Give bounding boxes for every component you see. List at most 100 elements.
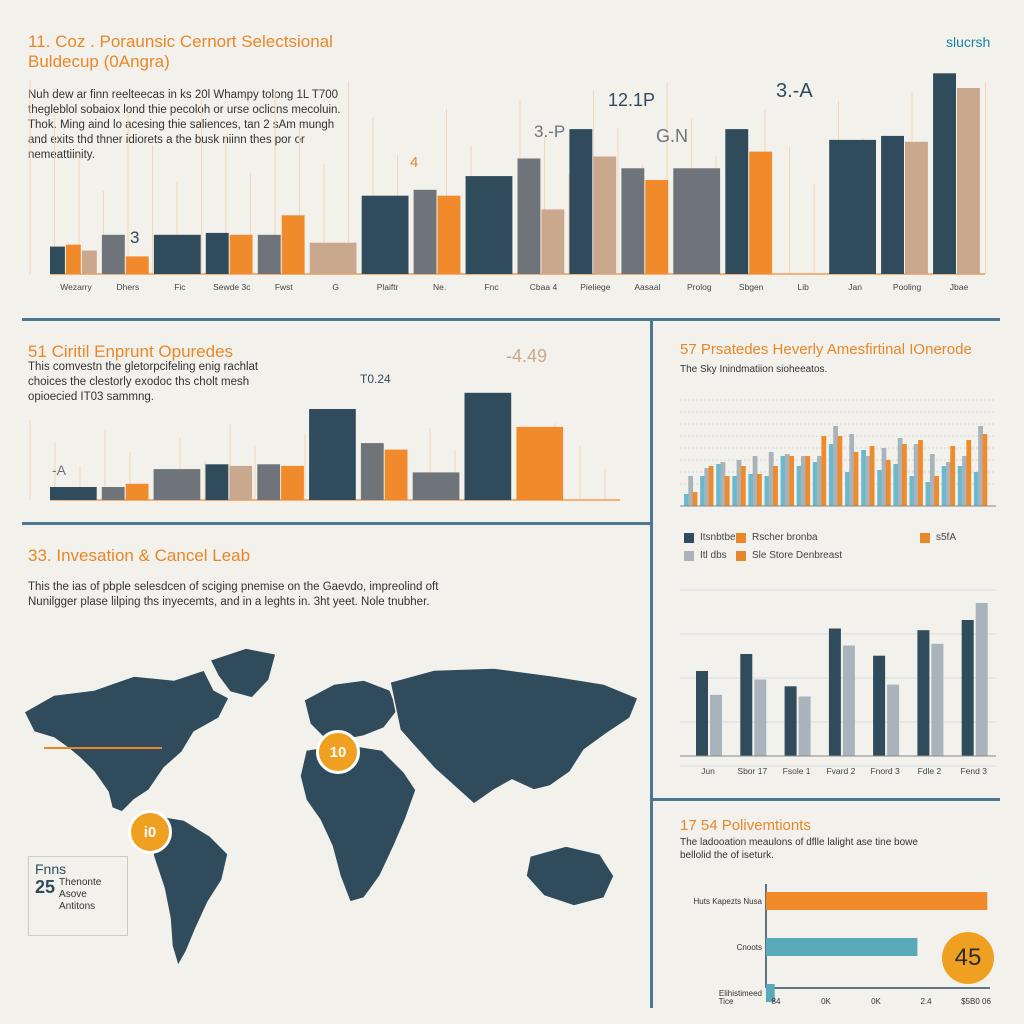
brand-logo: slucrsh bbox=[946, 34, 991, 50]
section1-body: Nuh dew ar finn reelteecas in ks 20l Wha… bbox=[28, 89, 341, 161]
hbar-1 bbox=[766, 938, 918, 956]
bar-navy-16 bbox=[881, 135, 904, 274]
annotation-449: -4.49 bbox=[506, 346, 548, 366]
bar-tan-17 bbox=[957, 88, 980, 274]
map-marker-americas[interactable]: i0 bbox=[128, 810, 172, 854]
bar-gray-13 bbox=[897, 438, 903, 506]
section2-title: 51 Ciritil Enprunt Opuredes bbox=[28, 342, 234, 361]
south-america bbox=[147, 814, 229, 968]
bar-orange-8 bbox=[821, 436, 827, 506]
bar-gray-10 bbox=[849, 434, 855, 506]
legend-item-1: Itsnbtbe bbox=[684, 532, 736, 543]
bar-navy-2 bbox=[784, 686, 797, 756]
paired-bar-chart: Jun Sbor 17 Fsole 1 Fvard 2 Fnord 3 Fdle 2 Fen… bbox=[680, 589, 996, 776]
x-tick-label: Plaiftr bbox=[377, 282, 399, 292]
bar-teal-12 bbox=[877, 470, 883, 506]
annotation-12-1p: 12.1P bbox=[608, 90, 656, 110]
divider-1 bbox=[22, 318, 1000, 321]
bar-orange-17 bbox=[966, 440, 972, 506]
bar-gray-11 bbox=[865, 456, 871, 506]
north-america bbox=[23, 669, 230, 813]
map-legend-line2: Asove bbox=[59, 889, 87, 900]
divider-2 bbox=[22, 522, 650, 525]
legend-label: Itl dbs bbox=[700, 550, 727, 561]
x-tick-label: Jbae bbox=[950, 282, 969, 292]
annotation-3: 3 bbox=[130, 228, 140, 247]
top-bar-chart: Wezarry Dhers Fic Sewde 3c Fwst G Plaiftr Ne. Fn… bbox=[29, 73, 986, 292]
bar-orange-6 bbox=[789, 456, 794, 506]
bar-teal-1 bbox=[700, 476, 705, 506]
bar-gray-2 bbox=[153, 469, 201, 500]
bar-gray-6 bbox=[784, 454, 790, 506]
x-tick-label: G bbox=[332, 282, 339, 292]
bar-teal-8 bbox=[812, 462, 818, 506]
x-tick-label: Sewde 3c bbox=[213, 282, 251, 292]
x-tick-label: Jan bbox=[848, 282, 862, 292]
legend-item-3: s5fA bbox=[920, 532, 956, 543]
x-tick-label: Cbaa 4 bbox=[530, 282, 558, 292]
grouped-bar-chart bbox=[680, 399, 996, 507]
bar-orange-1 bbox=[708, 466, 714, 506]
map-marker-europe[interactable]: 10 bbox=[316, 730, 360, 774]
bar-orange-6 bbox=[384, 449, 408, 500]
x-tick-label: Dhers bbox=[117, 282, 140, 292]
section5-body: The ladooation meaulons of dflle lalight… bbox=[680, 837, 918, 861]
bar-teal-0 bbox=[684, 494, 689, 506]
bar-gray-14 bbox=[913, 444, 919, 506]
x-tick-label: 84 bbox=[772, 997, 781, 1006]
x-tick-label: Fnord 3 bbox=[870, 766, 900, 776]
section5-title: 17 54 Polivemtionts bbox=[680, 817, 811, 834]
y-tick-label: Cnoots bbox=[737, 943, 762, 952]
divider-vertical bbox=[650, 318, 653, 1008]
bar-orange-18 bbox=[982, 434, 988, 506]
legend-label: Sle Store Denbreast bbox=[752, 550, 843, 561]
bar-gray-3 bbox=[736, 460, 742, 506]
section4-subtitle: The Sky Inindmatiion sioheeatos. bbox=[680, 364, 828, 375]
section2-body: This comvestn the gletorpcifeling enig r… bbox=[28, 361, 259, 403]
annotation-3p: 3.-P bbox=[534, 122, 566, 141]
bar-navy-17 bbox=[933, 73, 956, 274]
bar-teal-6 bbox=[780, 456, 786, 506]
bar-gray-7 bbox=[412, 472, 460, 500]
legend-item-2: Rscher bronba bbox=[736, 532, 818, 543]
x-tick-label: Jun bbox=[701, 766, 715, 776]
bar-navy-1 bbox=[740, 654, 753, 756]
bar-orange-0 bbox=[65, 244, 81, 274]
annotation-gn: G.N bbox=[656, 126, 689, 146]
bar-navy-2 bbox=[153, 234, 201, 274]
bar-gray-4 bbox=[887, 684, 900, 756]
x-tick-label: Fvard 2 bbox=[826, 766, 855, 776]
legend-label: Rscher bronba bbox=[752, 532, 818, 543]
x-tick-label: Fend 3 bbox=[960, 766, 987, 776]
australia bbox=[525, 845, 615, 907]
x-tick-label: 0K bbox=[871, 997, 881, 1006]
bar-orange-16 bbox=[950, 446, 956, 506]
divider-3 bbox=[653, 798, 1000, 801]
europe bbox=[303, 679, 399, 741]
bar-orange-10 bbox=[853, 452, 859, 506]
section1-title-line1: 11. Coz . Poraunsic Cernort Selectsional bbox=[28, 32, 333, 51]
bar-orange-12 bbox=[885, 460, 891, 506]
bar-navy-13 bbox=[725, 129, 749, 274]
bar-navy-6 bbox=[961, 620, 974, 756]
bar-orange-11 bbox=[645, 180, 669, 274]
bar-teal-16 bbox=[941, 466, 947, 506]
bar-navy-0 bbox=[50, 487, 97, 500]
bar-gray-7 bbox=[801, 456, 806, 506]
bar-teal-7 bbox=[796, 466, 802, 506]
map-legend-number: 25 bbox=[35, 877, 56, 897]
bar-orange-7 bbox=[437, 195, 461, 274]
x-tick-label: 2.4 bbox=[920, 997, 932, 1006]
bar-navy-8 bbox=[465, 176, 513, 274]
bar-gray-2 bbox=[798, 696, 811, 756]
bar-gray-6 bbox=[360, 443, 384, 500]
legend-item-4: Itl dbs bbox=[684, 550, 727, 561]
x-tick-label: Sbgen bbox=[739, 282, 764, 292]
bar-gray-3 bbox=[842, 645, 855, 756]
annotation-a: -A bbox=[52, 462, 66, 478]
x-tick-label: Prolog bbox=[687, 282, 712, 292]
legend-swatch bbox=[684, 550, 694, 561]
bar-teal-10 bbox=[845, 472, 850, 506]
bar-gray-15 bbox=[929, 454, 935, 506]
bar-tan-9 bbox=[541, 209, 565, 274]
